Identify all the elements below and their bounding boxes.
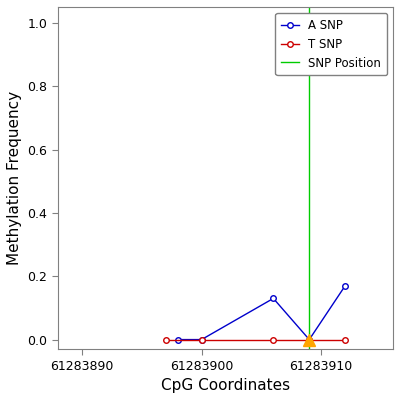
Y-axis label: Methylation Frequency: Methylation Frequency <box>7 91 22 265</box>
X-axis label: CpG Coordinates: CpG Coordinates <box>161 378 290 393</box>
Legend: A SNP, T SNP, SNP Position: A SNP, T SNP, SNP Position <box>275 13 387 76</box>
